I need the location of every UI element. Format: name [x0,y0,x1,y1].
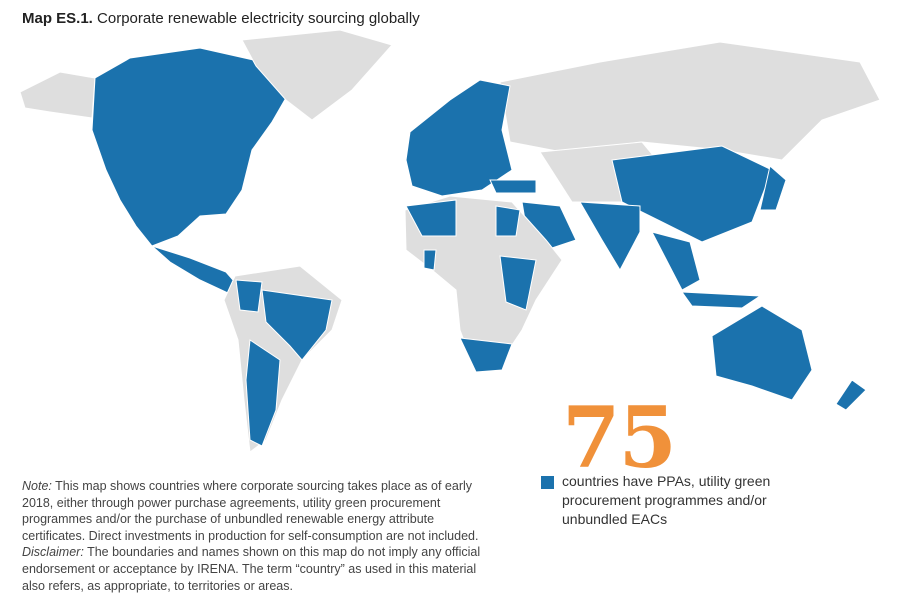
map-title-text: Corporate renewable electricity sourcing… [97,10,420,27]
brazil [261,289,333,361]
india [579,201,641,272]
turkey [489,179,537,194]
legend-text: countries have PPAs, utility green procu… [562,473,771,527]
new-zealand [835,379,867,411]
disclaimer-label: Disclaimer: [22,545,84,560]
north-africa [405,199,457,237]
egypt [495,205,521,237]
note-text: This map shows countries where corporate… [22,479,479,543]
highlight-number: 75 [562,388,677,487]
disclaimer: Disclaimer: The boundaries and names sho… [22,544,490,594]
southern-africa [459,337,513,373]
note: Note: This map shows countries where cor… [22,478,490,544]
japan [759,165,787,211]
southern-cone [245,339,281,447]
east-africa [499,255,537,311]
southeast-asia [651,231,701,291]
disclaimer-text: The boundaries and names shown on this m… [22,545,481,593]
indonesia [680,291,762,309]
legend-swatch [541,476,554,489]
map-label: Map ES.1. [22,10,93,27]
australia [711,305,813,401]
russia [499,41,881,161]
europe [405,79,513,197]
north-america [91,47,288,247]
note-label: Note: [22,479,52,493]
andes [235,279,263,313]
ghana [423,249,437,271]
central-america [151,245,241,295]
world-map [19,29,881,453]
alaska [19,71,96,119]
map-title: Map ES.1. Corporate renewable electricit… [22,10,420,27]
notes: Note: This map shows countries where cor… [22,478,490,594]
greenland [241,29,393,121]
